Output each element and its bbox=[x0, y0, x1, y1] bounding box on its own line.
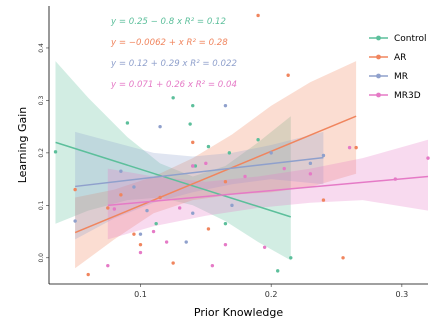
data-point-1-3 bbox=[119, 193, 123, 197]
data-point-3-4 bbox=[164, 240, 169, 244]
y-tick-label: 0.0 bbox=[38, 253, 45, 263]
data-point-2-1 bbox=[119, 169, 123, 173]
data-point-3-15 bbox=[393, 177, 398, 181]
data-point-0-5 bbox=[191, 103, 195, 108]
data-point-0-12 bbox=[289, 256, 293, 260]
data-point-1-5 bbox=[138, 242, 143, 247]
data-point-0-7 bbox=[206, 144, 211, 149]
data-point-2-9 bbox=[223, 103, 228, 108]
data-point-1-14 bbox=[341, 256, 345, 260]
legend-key-point-2 bbox=[376, 73, 381, 79]
legend-label-1: AR bbox=[394, 53, 406, 63]
x-tick-label: 0.1 bbox=[134, 290, 147, 299]
equation-label-1: y = −0.0062 + x R² = 0.28 bbox=[110, 38, 228, 48]
data-point-2-5 bbox=[158, 124, 162, 129]
confidence-band-0 bbox=[55, 61, 291, 261]
fit-line-1 bbox=[74, 115, 357, 234]
data-point-0-9 bbox=[227, 151, 232, 155]
data-point-3-2 bbox=[138, 250, 143, 255]
data-point-0-4 bbox=[188, 122, 192, 126]
x-axis-title: Prior Knowledge bbox=[194, 306, 283, 319]
fit-line-0 bbox=[55, 141, 292, 218]
data-point-1-9 bbox=[206, 227, 211, 231]
data-point-1-6 bbox=[158, 195, 162, 200]
data-point-3-13 bbox=[308, 172, 313, 176]
y-tick-label: 0.4 bbox=[38, 43, 45, 53]
data-point-1-12 bbox=[286, 73, 290, 77]
data-point-0-10 bbox=[256, 138, 260, 142]
data-point-2-0 bbox=[73, 219, 77, 223]
data-point-1-10 bbox=[223, 180, 228, 184]
data-point-1-0 bbox=[73, 187, 77, 192]
legend-key-point-3 bbox=[376, 92, 381, 98]
data-point-3-16 bbox=[426, 156, 430, 160]
data-point-3-8 bbox=[210, 263, 215, 268]
y-tick-label: 0.3 bbox=[38, 95, 45, 105]
confidence-band-1 bbox=[75, 61, 357, 269]
data-point-0-8 bbox=[223, 221, 228, 226]
data-point-2-2 bbox=[132, 185, 136, 189]
legend-key-point-0 bbox=[376, 35, 381, 41]
confidence-band-2 bbox=[75, 131, 324, 240]
data-point-1-7 bbox=[171, 261, 175, 265]
confidence-band-3 bbox=[107, 139, 429, 240]
equation-label-2: y = 0.12 + 0.29 x R² = 0.022 bbox=[110, 59, 237, 69]
data-point-3-10 bbox=[243, 174, 247, 179]
data-point-3-6 bbox=[191, 164, 195, 168]
data-point-2-4 bbox=[145, 208, 149, 213]
legend-label-3: MR3D bbox=[394, 91, 421, 101]
data-point-1-15 bbox=[354, 145, 358, 150]
x-tick-label: 0.2 bbox=[265, 290, 278, 299]
equation-label-0: y = 0.25 − 0.8 x R² = 0.12 bbox=[110, 17, 226, 27]
data-point-1-4 bbox=[132, 232, 136, 236]
axes: 0.1 0.2 0.3 0.0 0.1 0.2 0.3 0.4 bbox=[38, 6, 428, 299]
data-point-0-2 bbox=[154, 221, 158, 226]
data-point-3-0 bbox=[106, 263, 110, 268]
data-point-3-3 bbox=[151, 229, 156, 234]
data-point-0-3 bbox=[171, 96, 175, 100]
data-point-3-7 bbox=[204, 161, 208, 166]
legend-key-point-1 bbox=[376, 54, 381, 60]
fit-line-3 bbox=[107, 175, 429, 207]
data-point-1-2 bbox=[106, 206, 110, 210]
data-point-3-1 bbox=[112, 207, 117, 211]
legend: Control AR MR MR3D bbox=[369, 34, 427, 101]
legend-label-2: MR bbox=[394, 72, 408, 82]
data-point-1-8 bbox=[191, 140, 195, 145]
y-axis-title: Learning Gain bbox=[16, 107, 29, 184]
regression-equations: y = 0.25 − 0.8 x R² = 0.12 y = −0.0062 + … bbox=[110, 17, 237, 90]
data-point-1-13 bbox=[321, 198, 326, 202]
confidence-bands bbox=[55, 61, 429, 269]
data-point-0-6 bbox=[193, 164, 198, 168]
data-point-2-12 bbox=[308, 161, 313, 166]
data-point-1-1 bbox=[86, 272, 90, 277]
data-point-3-12 bbox=[282, 166, 286, 171]
data-point-2-13 bbox=[321, 153, 326, 158]
equation-label-3: y = 0.071 + 0.26 x R² = 0.04 bbox=[110, 80, 237, 90]
y-tick-label: 0.1 bbox=[38, 200, 45, 210]
fit-lines bbox=[55, 115, 429, 234]
data-point-0-0 bbox=[53, 150, 58, 154]
data-point-2-6 bbox=[184, 240, 188, 244]
data-point-3-9 bbox=[223, 242, 228, 247]
data-point-3-11 bbox=[262, 245, 267, 249]
data-point-2-10 bbox=[230, 203, 234, 208]
data-point-0-1 bbox=[125, 121, 130, 125]
fit-line-2 bbox=[75, 156, 324, 188]
data-points bbox=[53, 13, 430, 277]
data-point-2-11 bbox=[269, 151, 273, 155]
data-point-0-11 bbox=[276, 269, 280, 273]
data-point-3-14 bbox=[347, 145, 352, 150]
data-point-2-3 bbox=[138, 232, 143, 236]
data-point-3-5 bbox=[177, 206, 182, 210]
x-tick-label: 0.3 bbox=[395, 290, 408, 299]
data-point-1-11 bbox=[256, 13, 260, 18]
legend-label-0: Control bbox=[394, 34, 427, 44]
data-point-2-8 bbox=[191, 211, 195, 215]
y-tick-label: 0.2 bbox=[38, 148, 45, 158]
